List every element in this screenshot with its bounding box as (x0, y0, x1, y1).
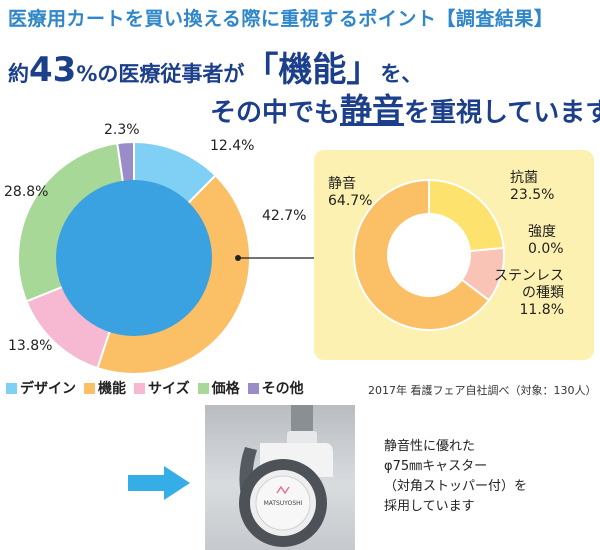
function-slice-label: 23.5% (510, 187, 554, 203)
caster-caption: 静音性に優れた φ75㎜キャスター （対角ストッパー付）を 採用しています (384, 437, 527, 517)
function-slice-label: 0.0% (528, 241, 564, 257)
right-arrow-icon (128, 466, 190, 500)
caster-caption-line: 静音性に優れた (384, 439, 476, 454)
legend-item: 機能 (84, 378, 126, 398)
main-donut-chart: 12.4% 42.7% 13.8% 28.8% 2.3% (4, 122, 318, 375)
function-slice-label: 抗菌 (510, 170, 538, 186)
legend-item: 価格 (197, 378, 240, 398)
chart-legend: デザイン 機能 サイズ 価格 その他 (6, 378, 304, 398)
page-title: 医療用カートを買い換える際に重視するポイント【調査結果】 (8, 8, 554, 30)
headline-line-2: その中でも静音を重視しています (210, 85, 600, 131)
legend-label: 機能 (98, 381, 126, 397)
headline-mid: の医療従事者が (97, 62, 245, 86)
function-slice-label: ステンレス (494, 268, 564, 284)
headline-emphasis-function: 機能 (278, 50, 347, 90)
main-slice-label: 28.8% (4, 184, 48, 200)
caster-caption-line: 採用しています (384, 499, 475, 514)
function-donut-hole (387, 213, 471, 297)
caster-wheel-image: MATSUYOSHI (239, 405, 333, 547)
legend-label: その他 (261, 381, 304, 397)
legend-swatch (197, 382, 209, 394)
caster-photo: MATSUYOSHI (205, 405, 355, 550)
legend-item: サイズ (134, 378, 190, 398)
headline-bracket-open: 「 (244, 50, 279, 90)
function-slice-label: 11.8% (520, 302, 564, 318)
headline-unit: % (76, 62, 98, 86)
caster-caption-line: φ75㎜キャスター (384, 459, 488, 474)
function-slice-label: の種類 (522, 285, 564, 301)
source-note: 2017年 看護フェア自社調べ（対象：130人） (368, 384, 597, 397)
caster-brand-text: MATSUYOSHI (264, 500, 303, 507)
legend-item: デザイン (6, 378, 76, 398)
legend-label: サイズ (148, 381, 190, 397)
headline-suffix: を、 (380, 62, 423, 86)
headline-percent: 43 (29, 50, 77, 90)
main-slice-label: 42.7% (262, 208, 306, 224)
main-donut-center (56, 180, 212, 336)
legend-swatch (134, 382, 145, 394)
legend-item: その他 (247, 378, 304, 398)
function-breakdown-panel: 静音 64.7% 抗菌 23.5% 強度 0.0% ステンレス の種類 11.8% (314, 150, 594, 360)
legend-swatch (247, 382, 259, 394)
legend-label: 価格 (211, 381, 240, 397)
main-slice-label: 12.4% (210, 138, 254, 154)
legend-swatch (6, 382, 17, 394)
legend-swatch (84, 382, 95, 394)
main-slice-label: 13.8% (8, 338, 52, 354)
title-bar: 医療用カートを買い換える際に重視するポイント【調査結果】 (0, 0, 600, 38)
caster-caption-line: （対角ストッパー付）を (384, 479, 528, 494)
connector-dot (235, 255, 241, 261)
function-slice-label: 強度 (528, 224, 556, 240)
main-slice-label: 2.3% (104, 122, 140, 138)
function-slice-label: 静音 (328, 175, 356, 192)
legend-label: デザイン (20, 381, 76, 397)
headline2-emphasis-quiet: 静音 (340, 91, 405, 129)
headline-bracket-close: 」 (346, 50, 381, 90)
headline-line-1: 約43%の医療従事者が「機能」を、 (8, 42, 422, 91)
headline-prefix: 約 (8, 62, 29, 86)
headline2-suffix: を重視しています (404, 98, 600, 128)
function-slice-label: 64.7% (328, 193, 372, 209)
headline2-prefix: その中でも (210, 98, 341, 128)
